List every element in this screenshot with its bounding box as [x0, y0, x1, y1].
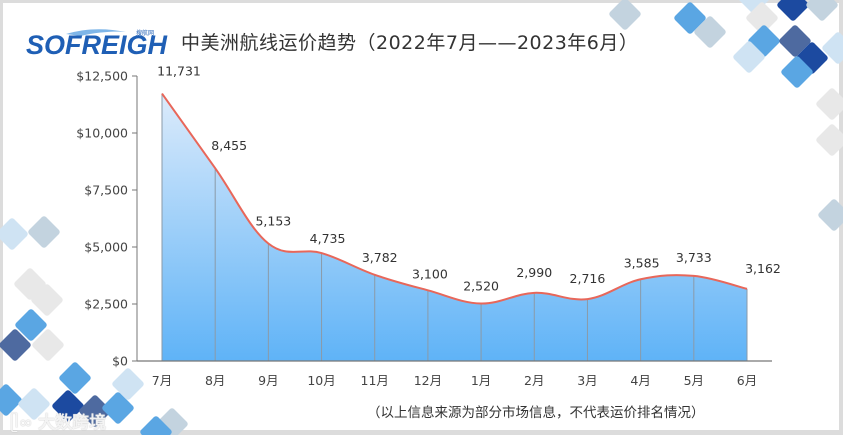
- x-tick-label: 9月: [258, 373, 278, 388]
- chart-title: 中美洲航线运价趋势（2022年7月——2023年6月）: [181, 32, 639, 54]
- y-tick-label: $12,500: [76, 69, 128, 84]
- decorative-tile: [0, 218, 28, 250]
- decorative-tile: [102, 392, 134, 424]
- y-tick-label: $5,000: [84, 240, 128, 255]
- decorative-tile: [818, 199, 843, 231]
- sofreight-logo: SOFREIGHT 搜航网: [26, 29, 168, 58]
- y-tick-label: $0: [112, 354, 128, 369]
- decorative-tile: [79, 395, 111, 427]
- y-tick-label: $2,500: [84, 297, 128, 312]
- x-tick-label: 6月: [737, 373, 757, 388]
- watermark-icon: ᥫ∞: [10, 413, 39, 433]
- data-label: 5,153: [255, 214, 291, 229]
- decorative-tile: [0, 329, 31, 361]
- data-label: 3,782: [362, 250, 398, 265]
- decorative-tile: [112, 368, 144, 400]
- trend-line: [161, 92, 748, 305]
- watermark: ᥫ∞ 大数跨境: [10, 408, 106, 433]
- data-label: 11,731: [157, 64, 201, 79]
- y-tick-label: $7,500: [84, 183, 128, 198]
- x-tick-label: 4月: [630, 373, 650, 388]
- decorative-tile: [806, 0, 838, 21]
- decorative-tile: [777, 0, 809, 21]
- decorative-tile: [609, 0, 641, 30]
- watermark-text: 大数跨境: [38, 413, 107, 433]
- data-label: 8,455: [211, 138, 247, 153]
- decorative-tile: [822, 32, 843, 64]
- data-label: 2,716: [570, 271, 606, 286]
- decorative-tile: [32, 329, 64, 361]
- x-axis-labels: 7月 8月 9月 10月 11月 12月 1月 2月 3月 4月 5月 6月: [152, 373, 757, 388]
- decorative-tile: [781, 56, 813, 88]
- x-tick-label: 1月: [471, 373, 491, 388]
- y-axis: $0 $2,500 $5,000 $7,500 $10,000 $12,500: [76, 69, 138, 369]
- x-tick-label: 2月: [524, 373, 544, 388]
- y-tick-label: $10,000: [76, 126, 128, 141]
- decorative-tile: [694, 16, 726, 48]
- data-label: 2,990: [516, 265, 552, 280]
- x-tick-label: 8月: [205, 373, 225, 388]
- x-tick-label: 12月: [414, 373, 442, 388]
- x-tick-label: 7月: [152, 373, 172, 388]
- decorative-tile: [28, 216, 60, 248]
- decorative-tile: [15, 309, 47, 341]
- decorative-tile: [18, 388, 50, 420]
- decorative-tile: [14, 268, 46, 300]
- decorative-tile: [779, 25, 811, 57]
- source-note: （以上信息来源为部分市场信息，不代表运价排名情况）: [367, 405, 705, 421]
- x-tick-label: 11月: [361, 373, 389, 388]
- decorative-tile: [674, 2, 706, 34]
- data-label: 3,733: [676, 250, 712, 265]
- data-label: 3,162: [745, 261, 781, 276]
- data-label: 3,585: [624, 255, 660, 270]
- data-label: 2,520: [463, 279, 499, 294]
- x-tick-label: 5月: [684, 373, 704, 388]
- decorative-tile: [733, 41, 765, 73]
- decorative-tile: [140, 416, 172, 435]
- logo-text: SOFREIGHT: [26, 30, 168, 58]
- logo-subtext: 搜航网: [136, 29, 154, 37]
- data-label: 3,100: [412, 266, 448, 281]
- x-tick-label: 10月: [307, 373, 335, 388]
- data-label: 4,735: [310, 231, 346, 246]
- decorative-tile: [816, 88, 843, 120]
- x-tick-label: 3月: [577, 373, 597, 388]
- data-labels: 11,731 8,455 5,153 4,735 3,782 3,100 2,520 2,99…: [157, 64, 781, 294]
- decorative-tile: [0, 384, 22, 416]
- decorative-tile: [31, 284, 63, 316]
- drop-lines: [161, 93, 748, 361]
- decorative-tile: [816, 124, 843, 156]
- decorative-tile: [746, 2, 778, 34]
- area-fill: [162, 93, 747, 361]
- decorative-tile: [59, 362, 91, 394]
- decorative-tile: [52, 390, 84, 422]
